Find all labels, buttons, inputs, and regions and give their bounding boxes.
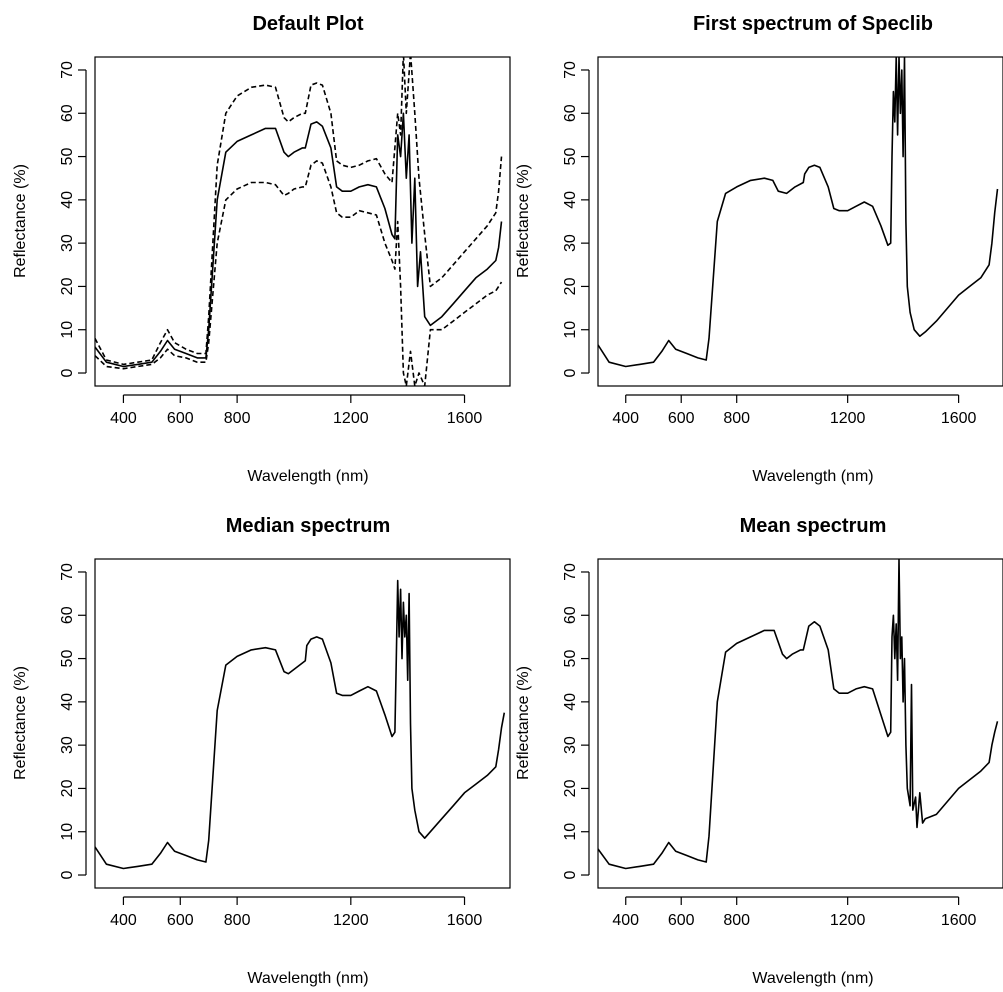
- x-tick-label: 1200: [333, 410, 369, 427]
- panel-title: Default Plot: [252, 13, 363, 35]
- y-tick-label: 70: [562, 563, 579, 581]
- y-tick-label: 50: [562, 650, 579, 668]
- x-tick-label: 600: [167, 912, 194, 929]
- y-tick-label: 0: [59, 870, 76, 879]
- y-tick-label: 70: [562, 61, 579, 79]
- panel-first-spectrum: First spectrum of Speclib Wavelength (nm…: [515, 13, 1003, 485]
- x-tick-label: 800: [224, 410, 251, 427]
- series-line-0: [598, 559, 999, 870]
- y-tick-label: 20: [59, 779, 76, 797]
- x-axis: 400 600 800 1200 1600: [612, 394, 977, 427]
- y-axis-label: Reflectance (%): [12, 666, 29, 780]
- y-tick-label: 60: [59, 104, 76, 122]
- panel-title: First spectrum of Speclib: [693, 13, 933, 35]
- y-tick-label: 20: [562, 779, 579, 797]
- panel-median-spectrum: Median spectrum Wavelength (nm) Reflecta…: [12, 515, 511, 987]
- x-axis: 400 600 800 1200 1600: [110, 394, 483, 427]
- x-axis-label: Wavelength (nm): [752, 970, 873, 987]
- plot-frame: [597, 56, 1003, 387]
- y-tick-label: 50: [562, 148, 579, 166]
- y-axis-label: Reflectance (%): [515, 164, 532, 278]
- x-tick-label: 800: [224, 912, 251, 929]
- panel-default-plot: Default Plot Wavelength (nm) Reflectance…: [12, 13, 511, 485]
- x-tick-label: 1600: [941, 912, 977, 929]
- y-axis: 0 10 20 30 40 50 60 70: [59, 61, 87, 377]
- y-tick-label: 40: [59, 191, 76, 209]
- x-axis-label: Wavelength (nm): [247, 970, 368, 987]
- x-tick-label: 1600: [447, 912, 483, 929]
- x-tick-label: 800: [723, 912, 750, 929]
- y-axis-label: Reflectance (%): [515, 666, 532, 780]
- series-line-0: [598, 57, 999, 368]
- y-tick-label: 30: [562, 736, 579, 754]
- y-tick-label: 50: [59, 148, 76, 166]
- y-tick-label: 40: [59, 693, 76, 711]
- y-tick-label: 70: [59, 61, 76, 79]
- plot-frame: [94, 56, 511, 387]
- y-tick-label: 20: [59, 277, 76, 295]
- series-line-2: [95, 160, 503, 386]
- x-tick-label: 400: [612, 410, 639, 427]
- y-tick-label: 10: [59, 823, 76, 841]
- x-axis: 400 600 800 1200 1600: [612, 896, 977, 929]
- series-line-1: [95, 57, 503, 366]
- y-tick-label: 60: [59, 606, 76, 624]
- y-tick-label: 0: [59, 368, 76, 377]
- y-axis: 0 10 20 30 40 50 60 70: [59, 563, 87, 879]
- x-tick-label: 800: [723, 410, 750, 427]
- y-axis: 0 10 20 30 40 50 60 70: [562, 61, 590, 377]
- y-tick-label: 60: [562, 104, 579, 122]
- x-tick-label: 1200: [333, 912, 369, 929]
- x-tick-label: 1200: [830, 410, 866, 427]
- series-line-0: [95, 112, 503, 368]
- y-tick-label: 50: [59, 650, 76, 668]
- y-tick-label: 30: [59, 736, 76, 754]
- y-axis-label: Reflectance (%): [12, 164, 29, 278]
- y-tick-label: 10: [59, 321, 76, 339]
- y-tick-label: 20: [562, 277, 579, 295]
- x-axis-label: Wavelength (nm): [247, 468, 368, 485]
- x-axis: 400 600 800 1200 1600: [110, 896, 483, 929]
- y-tick-label: 10: [562, 321, 579, 339]
- y-tick-label: 10: [562, 823, 579, 841]
- x-tick-label: 400: [110, 912, 137, 929]
- y-tick-label: 30: [59, 234, 76, 252]
- x-tick-label: 600: [167, 410, 194, 427]
- panel-title: Median spectrum: [226, 515, 390, 537]
- x-tick-label: 1600: [447, 410, 483, 427]
- y-tick-label: 0: [562, 870, 579, 879]
- series-line-0: [95, 579, 506, 870]
- plot-frame: [597, 558, 1003, 889]
- y-tick-label: 40: [562, 191, 579, 209]
- y-tick-label: 40: [562, 693, 579, 711]
- y-axis: 0 10 20 30 40 50 60 70: [562, 563, 590, 879]
- x-tick-label: 600: [668, 912, 695, 929]
- x-tick-label: 400: [110, 410, 137, 427]
- x-axis-label: Wavelength (nm): [752, 468, 873, 485]
- panel-mean-spectrum: Mean spectrum Wavelength (nm) Reflectanc…: [515, 515, 1003, 987]
- panel-title: Mean spectrum: [740, 515, 887, 537]
- x-tick-label: 400: [612, 912, 639, 929]
- plot-frame: [94, 558, 511, 889]
- y-tick-label: 60: [562, 606, 579, 624]
- x-tick-label: 1200: [830, 912, 866, 929]
- x-tick-label: 1600: [941, 410, 977, 427]
- y-tick-label: 70: [59, 563, 76, 581]
- x-tick-label: 600: [668, 410, 695, 427]
- y-tick-label: 0: [562, 368, 579, 377]
- y-tick-label: 30: [562, 234, 579, 252]
